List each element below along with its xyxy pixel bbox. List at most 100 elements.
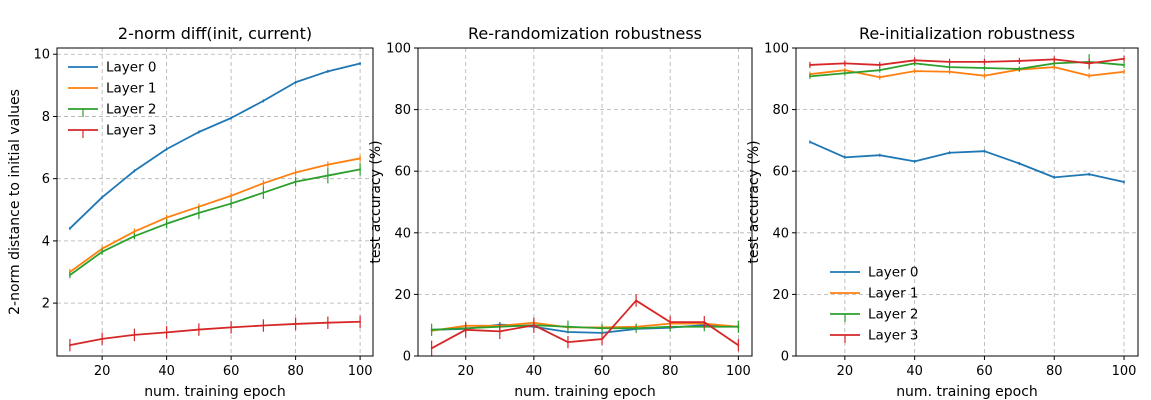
data-point <box>601 327 603 330</box>
series-line <box>69 62 361 230</box>
data-point <box>983 60 986 63</box>
y-tick-label: 20 <box>772 288 789 303</box>
data-point <box>230 202 233 205</box>
data-point <box>262 99 265 102</box>
legend: Layer 0 Layer 1 Layer 2 Layer 3 <box>830 265 919 344</box>
data-point <box>948 60 951 63</box>
series-layer-0 <box>809 140 1125 184</box>
legend-label: Layer 0 <box>106 60 157 76</box>
data-point <box>948 70 951 73</box>
data-point <box>878 76 881 79</box>
legend-label: Layer 3 <box>868 328 919 344</box>
data-point <box>294 171 297 174</box>
series-layer-3 <box>809 55 1125 69</box>
y-tick-label: 60 <box>772 165 789 180</box>
x-tick-label: 100 <box>348 364 373 379</box>
data-point <box>809 75 811 78</box>
data-point <box>703 321 706 324</box>
data-point <box>197 328 200 331</box>
data-point <box>1123 57 1125 60</box>
y-tick-label: 20 <box>394 288 411 303</box>
data-point <box>197 131 200 133</box>
data-point <box>1123 70 1125 73</box>
data-point <box>498 330 501 333</box>
x-tick-label: 20 <box>837 364 854 379</box>
data-point <box>983 74 986 77</box>
data-point <box>133 169 136 172</box>
data-point <box>133 235 136 238</box>
legend-label: Layer 1 <box>106 81 157 97</box>
series-line <box>809 57 1125 66</box>
chart-panel-3: 20 40 60 80 100 0 20 40 60 80 100 Re-initialization… <box>746 24 1139 400</box>
y-tick-label: 80 <box>772 103 789 118</box>
data-point <box>165 148 168 151</box>
data-point <box>68 227 71 230</box>
data-point <box>101 250 104 253</box>
y-axis-label: test accuracy (%) <box>368 140 384 263</box>
x-axis-label: num. training epoch <box>144 384 286 400</box>
y-axis-label: 2-norm distance to initial values <box>7 89 23 315</box>
data-point <box>669 321 672 324</box>
data-point <box>294 323 297 325</box>
plot-frame <box>56 47 374 357</box>
data-point <box>635 327 638 330</box>
y-tick-label: 100 <box>386 42 411 57</box>
data-point <box>983 67 986 69</box>
x-tick-label: 60 <box>223 364 240 379</box>
data-point <box>1053 66 1056 68</box>
data-point <box>567 325 569 328</box>
y-tick-label: 6 <box>42 172 50 187</box>
y-tick-label: 8 <box>42 110 50 125</box>
data-point <box>843 156 846 159</box>
legend-item-layer-3: Layer 3 <box>830 328 919 344</box>
legend-label: Layer 3 <box>106 123 157 139</box>
data-point <box>262 191 265 194</box>
chart-title: Re-randomization robustness <box>468 24 702 43</box>
series-line <box>69 157 361 273</box>
data-point <box>913 160 916 163</box>
data-point <box>197 211 200 214</box>
data-point <box>359 168 362 171</box>
data-point <box>326 70 329 73</box>
series-line <box>809 141 1125 183</box>
data-point <box>230 326 233 329</box>
series-line <box>809 60 1125 78</box>
series-line <box>809 66 1125 79</box>
legend-item-layer-2: Layer 2 <box>830 307 919 323</box>
x-tick-label: 40 <box>158 364 175 379</box>
data-point <box>1088 173 1091 176</box>
legend-label: Layer 2 <box>106 102 157 118</box>
data-point <box>359 62 362 65</box>
data-point <box>737 344 740 347</box>
legend-item-layer-1: Layer 1 <box>830 286 919 302</box>
y-axis-label: test accuracy (%) <box>746 140 762 263</box>
x-axis-label: num. training epoch <box>514 384 656 400</box>
data-point <box>464 328 467 331</box>
data-point <box>843 62 846 65</box>
y-tick-label: 0 <box>403 350 411 365</box>
y-tick-label: 10 <box>33 48 50 63</box>
x-tick-label: 40 <box>906 364 923 379</box>
data-point <box>1018 162 1021 165</box>
data-point <box>737 325 740 328</box>
data-point <box>68 274 71 277</box>
y-tick-label: 40 <box>772 226 789 241</box>
data-point <box>359 320 362 323</box>
x-tick-label: 80 <box>1046 364 1063 379</box>
data-point <box>230 117 233 119</box>
y-tick-label: 40 <box>394 226 411 241</box>
data-point <box>1053 62 1056 65</box>
data-point <box>1053 176 1056 179</box>
data-point <box>948 66 951 68</box>
x-tick-label: 60 <box>976 364 993 379</box>
data-point <box>262 324 265 327</box>
chart-title: Re-initialization robustness <box>859 24 1075 43</box>
data-point <box>878 64 881 66</box>
x-tick-label: 60 <box>594 364 611 379</box>
data-point <box>262 182 265 185</box>
data-point <box>1053 58 1056 61</box>
x-axis-label: num. training epoch <box>896 384 1038 400</box>
data-point <box>165 331 168 334</box>
legend-label: Layer 0 <box>868 265 919 281</box>
data-point <box>165 216 168 219</box>
